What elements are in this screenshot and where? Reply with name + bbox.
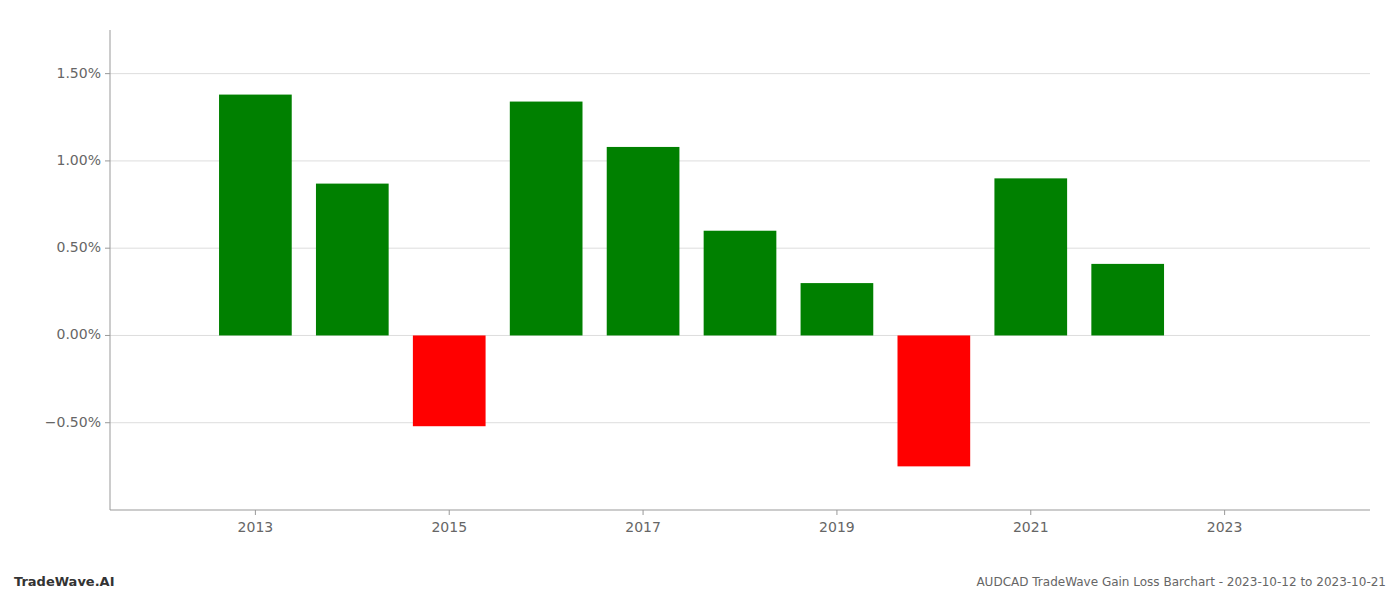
- x-tick-label: 2013: [238, 519, 274, 535]
- x-tick: [255, 510, 256, 515]
- x-tick: [1224, 510, 1225, 515]
- bar: [413, 335, 486, 426]
- x-tick-label: 2015: [431, 519, 467, 535]
- y-tick-label: 0.00%: [57, 326, 101, 342]
- bar: [801, 283, 874, 335]
- x-tick-label: 2017: [625, 519, 661, 535]
- x-tick-label: 2019: [819, 519, 855, 535]
- grid: [110, 74, 1370, 423]
- grid-line: [110, 422, 1370, 423]
- y-tick: [105, 335, 110, 336]
- grid-line: [110, 73, 1370, 74]
- bar: [898, 335, 971, 466]
- x-tick-label: 2021: [1013, 519, 1049, 535]
- y-tick: [105, 160, 110, 161]
- grid-line: [110, 160, 1370, 161]
- bar: [316, 184, 389, 336]
- axes: −0.50% 0.00% 0.50% 1.00% 1.50% 2013 2015 2017 20…: [45, 30, 1370, 535]
- background: [0, 0, 1400, 600]
- bars: [219, 95, 1164, 467]
- y-tick-label: −0.50%: [45, 414, 101, 430]
- x-tick: [836, 510, 837, 515]
- x-tick: [449, 510, 450, 515]
- bar: [1091, 264, 1164, 336]
- bar: [704, 231, 777, 336]
- watermark: TradeWave.AI: [14, 574, 115, 589]
- y-tick: [105, 248, 110, 249]
- bar: [510, 102, 583, 336]
- bar: [219, 95, 292, 336]
- y-axis-line: [110, 30, 111, 510]
- x-axis-line: [110, 510, 1370, 511]
- x-tick: [643, 510, 644, 515]
- y-tick: [105, 422, 110, 423]
- bar: [994, 178, 1067, 335]
- title: AUDCAD TradeWave Gain Loss Barchart - 20…: [976, 575, 1386, 589]
- y-tick: [105, 73, 110, 74]
- y-tick-label: 1.00%: [57, 152, 101, 168]
- bar: [607, 147, 680, 336]
- x-tick: [1030, 510, 1031, 515]
- chart: −0.50% 0.00% 0.50% 1.00% 1.50% 2013 2015 2017 20…: [0, 0, 1400, 600]
- x-tick-label: 2023: [1207, 519, 1243, 535]
- y-tick-label: 0.50%: [57, 239, 101, 255]
- y-tick-label: 1.50%: [57, 65, 101, 81]
